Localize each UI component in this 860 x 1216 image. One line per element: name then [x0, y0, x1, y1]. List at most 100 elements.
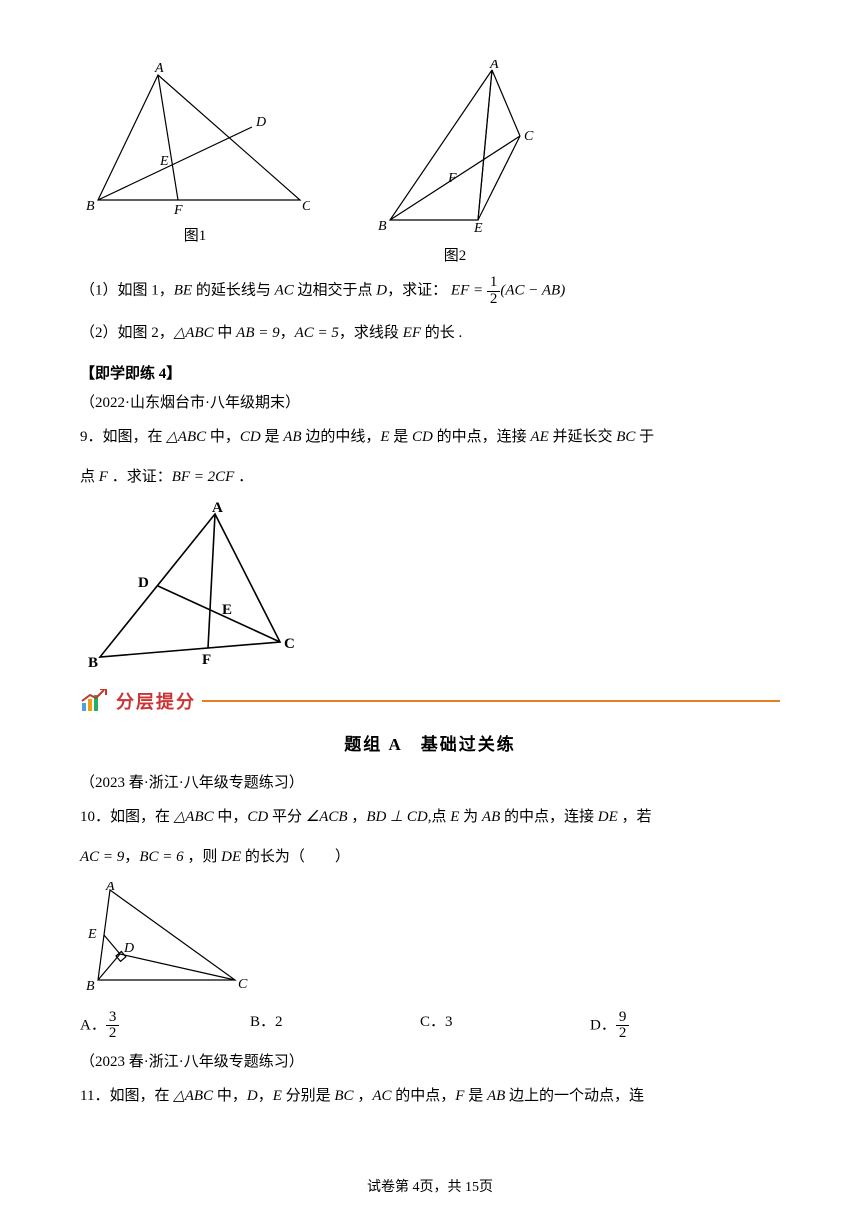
q10-line2: AC = 9，BC = 6 ，则 DE 的长为（ ）	[80, 842, 780, 872]
q9-tri: △ABC	[166, 429, 206, 445]
q9-num: 9．如图，在	[80, 429, 166, 445]
option-B: B．2	[250, 1010, 420, 1043]
q10-BC: BC = 6	[139, 849, 183, 865]
figure-2-caption: 图2	[370, 244, 540, 265]
q8-D: D	[376, 283, 387, 299]
page-footer: 试卷第 4页，共 15页	[0, 1176, 860, 1196]
q9-m7: 于	[635, 429, 654, 445]
q10-m2: 平分	[268, 809, 306, 825]
q10-options: A．32 B．2 C．3 D．92	[80, 1010, 780, 1043]
q9-m2: 是	[261, 429, 284, 445]
q10-c2: ,点	[428, 809, 451, 825]
q8-num: 1	[487, 275, 501, 292]
q11-D: D	[247, 1088, 258, 1104]
q10-m7: 的长为（ ）	[241, 849, 350, 865]
label-C: C	[302, 199, 310, 214]
label-C2: C	[524, 129, 534, 144]
divider-text: 分层提分	[116, 688, 196, 714]
option-C: C．3	[420, 1010, 590, 1043]
q9-E: E	[380, 429, 389, 445]
opt-D-num: 9	[616, 1010, 630, 1027]
q8-p2-prefix: （2）如图 2，	[80, 325, 174, 341]
q11-AB: AB	[487, 1088, 505, 1104]
practice-4-tag: 【即学即练 4】	[80, 362, 780, 383]
figure-1: A B C D E F 图1	[80, 60, 310, 265]
q10-tri: △ABC	[174, 809, 214, 825]
q9-period: ．	[234, 469, 253, 485]
chart-up-icon	[80, 689, 108, 713]
q8-tri: △ABC	[174, 325, 214, 341]
opt-A-den: 2	[106, 1026, 120, 1042]
q8-c1: ，	[280, 325, 295, 341]
label-F: F	[173, 203, 183, 218]
q10-m6: ，则	[184, 849, 222, 865]
q8-den: 2	[487, 292, 501, 308]
label-F2: F	[447, 171, 457, 186]
q8-EF-eq: EF =	[451, 283, 483, 299]
q10-DE: DE	[598, 809, 618, 825]
q8-AC: AC	[275, 283, 294, 299]
q11-source: （2023 春·浙江·八年级专题练习）	[80, 1050, 780, 1071]
q8-close: )	[560, 283, 565, 299]
triangle-figure-q9: A B C D E F	[80, 502, 310, 672]
q11-m5: 边上的一个动点，连	[505, 1088, 644, 1104]
q9-m5: 的中点，连接	[433, 429, 531, 445]
opt-D-den: 2	[616, 1026, 630, 1042]
divider-row: 分层提分	[80, 688, 780, 714]
q10-angle: ∠ACB	[306, 809, 348, 825]
opt-A-num: 3	[106, 1010, 120, 1027]
q8-expr: AC − AB	[505, 283, 560, 299]
q9-eq: BF = 2CF	[172, 469, 235, 485]
q10-lC: C	[238, 977, 248, 992]
q8-p2-tail: 的长 .	[421, 325, 462, 341]
q8-p2-end: ，求线段	[339, 325, 403, 341]
q11-c2: ，	[354, 1088, 373, 1104]
figure-2: A B C E F 图2	[370, 60, 540, 265]
option-A: A．32	[80, 1010, 250, 1043]
triangle-figure-1: A B C D E F	[80, 60, 310, 220]
q8-EF: EF	[403, 325, 421, 341]
q9-m6: 并延长交	[549, 429, 617, 445]
q9-lA: A	[212, 502, 223, 516]
q11-tri: △ABC	[173, 1088, 213, 1104]
opt-B-label: B．	[250, 1014, 275, 1030]
q8-AB: AB = 9	[236, 325, 279, 341]
q8-AC-eq: AC = 5	[295, 325, 339, 341]
q11-BC: BC	[334, 1088, 353, 1104]
q8-p1-mid: 的延长线与	[192, 283, 275, 299]
q10-m4: 的中点，连接	[500, 809, 598, 825]
label-D: D	[255, 115, 266, 130]
q9-m1: 中，	[206, 429, 240, 445]
q10-AC: AC = 9	[80, 849, 124, 865]
q11-AC: AC	[372, 1088, 391, 1104]
triangle-figure-2: A B C E F	[370, 60, 540, 240]
opt-B-val: 2	[275, 1014, 283, 1030]
q10-lD: D	[123, 941, 134, 956]
label-B: B	[86, 199, 95, 214]
q11-m4: 是	[464, 1088, 487, 1104]
q9-lB: B	[88, 655, 98, 671]
q9-lE: E	[222, 602, 232, 618]
q9-CD: CD	[240, 429, 261, 445]
q9-line1: 9．如图，在 △ABC 中，CD 是 AB 边的中线，E 是 CD 的中点，连接…	[80, 422, 780, 452]
q9-m4: 是	[390, 429, 413, 445]
q10-DE2: DE	[221, 849, 241, 865]
opt-D-label: D．	[590, 1017, 616, 1033]
figure-1-caption: 图1	[80, 224, 310, 245]
q9-lC: C	[284, 636, 295, 652]
q11-c: ，	[258, 1088, 273, 1104]
opt-C-val: 3	[445, 1014, 453, 1030]
q8-p2-mid: 中	[214, 325, 237, 341]
q10-CD: CD	[247, 809, 268, 825]
q10-m5: ，若	[618, 809, 652, 825]
group-a-source: （2023 春·浙江·八年级专题练习）	[80, 771, 780, 792]
q9-lD: D	[138, 575, 149, 591]
q9-CD2: CD	[412, 429, 433, 445]
opt-A-label: A．	[80, 1017, 106, 1033]
q11-num: 11．如图，在	[80, 1088, 173, 1104]
option-D: D．92	[590, 1010, 760, 1043]
practice-4-source: （2022·山东烟台市·八年级期末）	[80, 391, 780, 412]
q9-l2b: ．求证：	[108, 469, 172, 485]
top-figures-row: A B C D E F 图1 A B C E F	[80, 60, 780, 265]
label-E2: E	[473, 221, 483, 236]
